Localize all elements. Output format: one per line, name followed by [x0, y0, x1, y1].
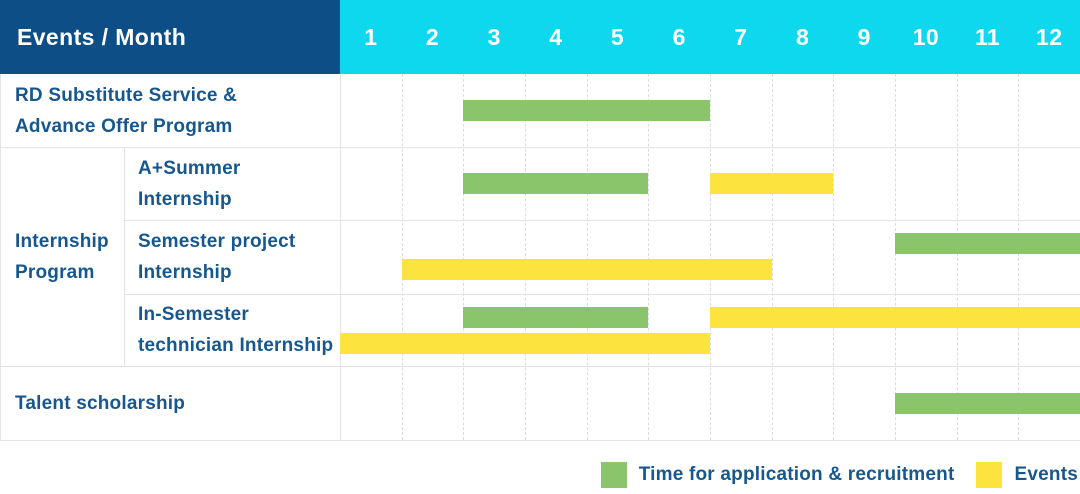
bar-events-m1-m6 [340, 333, 710, 354]
events-month-header-cell: Events / Month [0, 0, 340, 74]
grid-line-month-3 [525, 74, 526, 440]
grid-line-month-11 [1018, 74, 1020, 440]
grid-line-month-5 [648, 74, 650, 440]
row-label-line: Internship [138, 262, 232, 283]
grid-row-border-5 [0, 440, 1080, 441]
legend-swatch-time-for-application-recruitment-icon [600, 462, 627, 488]
group-label-line: Internship [15, 230, 109, 252]
row-label-in-semester-technician-internship: In-Semester technician Internship [124, 294, 340, 366]
legend-label-events: Events [1014, 464, 1078, 485]
month-header-6: 6 [672, 23, 686, 50]
grid-label-chart-border [340, 74, 341, 440]
bar-time-for-application-recruitment-m10-m12 [895, 233, 1080, 254]
grid-group-split-border [124, 147, 125, 366]
month-header-3: 3 [487, 23, 501, 50]
row-label-line: In-Semester [138, 304, 249, 325]
row-label-semester-project-internship: Semester project Internship [124, 220, 340, 294]
grid-line-month-4 [586, 74, 588, 440]
row-label-line: Internship [138, 188, 232, 210]
grid-line-month-6 [710, 74, 711, 440]
month-header-11: 11 [974, 23, 1001, 50]
grid-line-month-7 [771, 74, 773, 440]
grid-row-border-1 [0, 147, 1080, 148]
row-label-line: Semester project [138, 231, 296, 252]
bar-time-for-application-recruitment-m3-m6 [463, 100, 710, 121]
month-header-8: 8 [795, 23, 810, 50]
group-label-internship-program: Internship Program [0, 147, 124, 366]
grid-row-border-3 [124, 294, 1080, 295]
row-label-line: A+Summer [138, 157, 241, 179]
bar-events-m2-m7 [401, 259, 772, 280]
legend-item-time-for-application-recruitment: Time for application & recruitment [600, 462, 955, 488]
row-label-talent-scholarship: Talent scholarship [0, 366, 340, 440]
row-label-line: Talent scholarship [15, 392, 186, 414]
row-label-line: Advance Offer Program [15, 115, 233, 137]
bar-time-for-application-recruitment-m10-m12 [895, 392, 1080, 414]
bar-time-for-application-recruitment-m3-m5 [463, 173, 649, 194]
grid-line-month-10 [956, 74, 958, 440]
legend-item-events: Events [976, 462, 1078, 488]
bar-time-for-application-recruitment-m3-m5 [463, 307, 649, 328]
row-label-rd-substitute-service-advance-offer-program: RD Substitute Service & Advance Offer Pro… [0, 74, 340, 147]
month-header-9: 9 [857, 23, 871, 50]
month-header-row: 1 2 3 4 5 6 7 8 9 10 11 12 [340, 0, 1080, 74]
row-label-line: technician Internship [138, 335, 334, 356]
bar-events-m7-m12 [710, 307, 1080, 328]
month-header-12: 12 [1036, 23, 1063, 50]
month-header-1: 1 [364, 23, 378, 50]
grid-line-month-9 [895, 74, 896, 440]
grid-row-border-2 [124, 220, 1080, 221]
legend-label-time-for-application-recruitment: Time for application & recruitment [638, 464, 955, 485]
grid-line-month-2 [463, 74, 465, 440]
month-header-7: 7 [734, 23, 748, 50]
grid-line-month-1 [401, 74, 403, 440]
month-header-10: 10 [912, 23, 940, 50]
legend: Time for application & recruitment Events [600, 462, 1078, 488]
month-header-4: 4 [549, 23, 563, 50]
grid-line-month-8 [833, 74, 835, 440]
month-header-2: 2 [425, 23, 440, 50]
row-label-a-summer-internship: A+Summer Internship [124, 147, 340, 220]
grid-row-border-4 [0, 366, 1080, 367]
bar-events-m7-m8 [710, 173, 834, 194]
row-label-line: RD Substitute Service & [15, 84, 238, 106]
group-label-line: Program [15, 261, 95, 283]
month-header-5: 5 [610, 23, 625, 50]
grid-left-border [0, 74, 1, 440]
legend-swatch-events-icon [976, 462, 1003, 488]
events-month-header-label: Events / Month [17, 23, 187, 50]
